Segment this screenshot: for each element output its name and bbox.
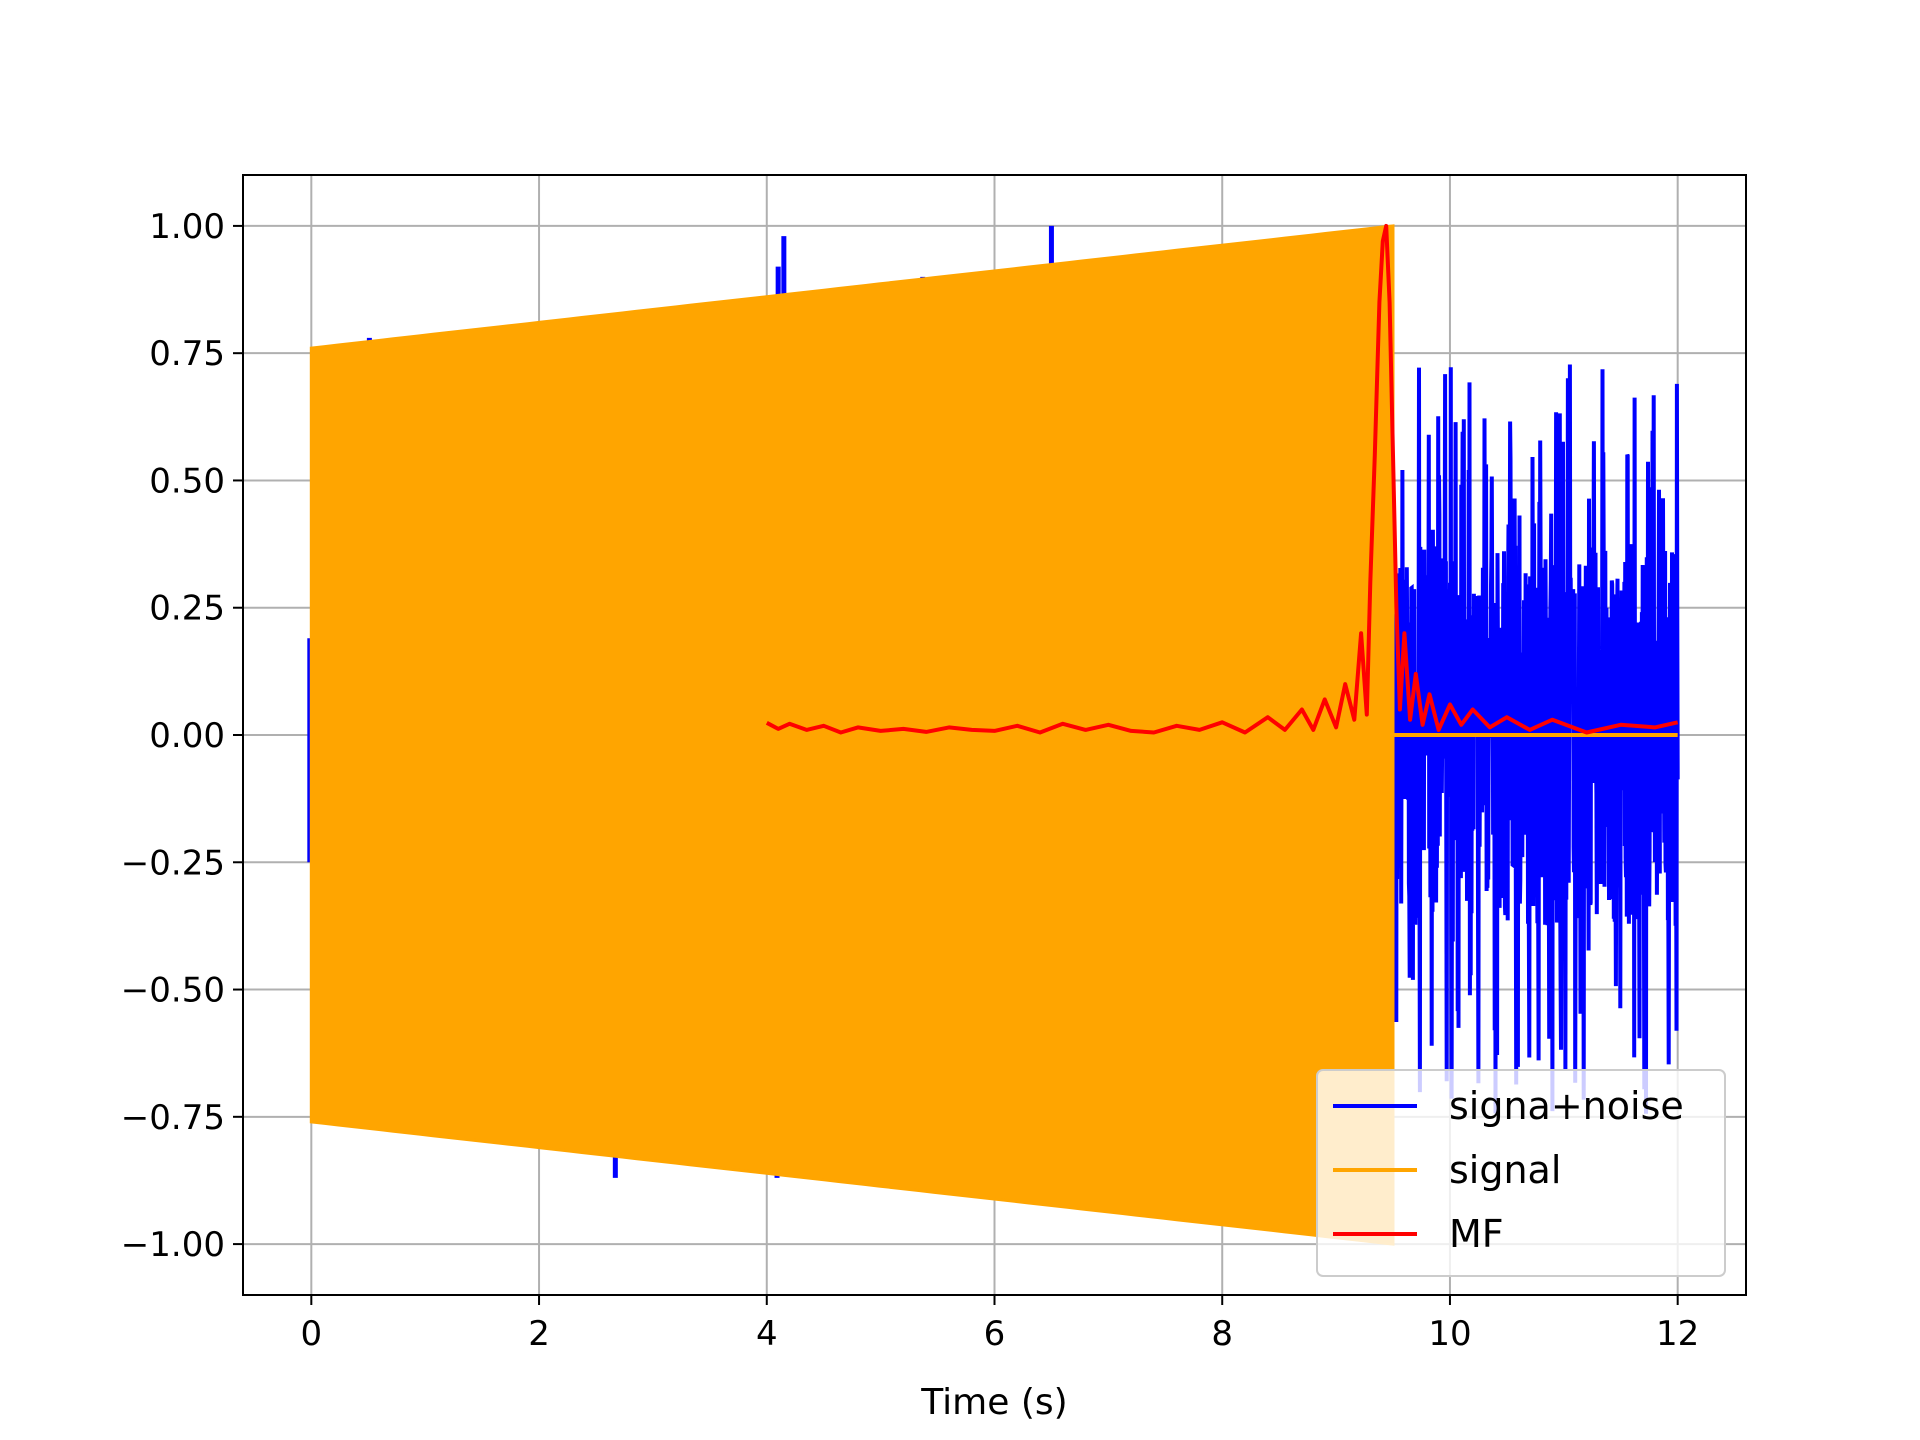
y-tick-label: −0.50 bbox=[121, 971, 225, 1011]
legend-label: MF bbox=[1449, 1212, 1504, 1256]
legend-box bbox=[1316, 1069, 1726, 1277]
x-tick-label: 12 bbox=[1656, 1314, 1699, 1354]
y-tick-label: 0.75 bbox=[149, 334, 225, 374]
y-tick-label: −0.25 bbox=[121, 843, 225, 883]
legend-label: signa+noise bbox=[1449, 1084, 1684, 1128]
y-tick-label: 0.00 bbox=[149, 716, 225, 756]
x-tick-label: 6 bbox=[984, 1314, 1006, 1354]
mf-line bbox=[765, 223, 1679, 735]
legend: signa+noise signal MF bbox=[1316, 1069, 1726, 1277]
y-tick-label: −1.00 bbox=[121, 1225, 225, 1265]
signal-envelope bbox=[309, 224, 1395, 1246]
x-tick-label: 0 bbox=[300, 1314, 322, 1354]
x-tick-label: 8 bbox=[1211, 1314, 1233, 1354]
y-axis: 1.00 0.75 0.50 0.25 0.00 −0.25 −0.50 −0.75 −1.00 bbox=[121, 207, 243, 1265]
data-layer bbox=[307, 223, 1680, 1246]
x-tick-label: 2 bbox=[528, 1314, 550, 1354]
signal-noise-line bbox=[1391, 364, 1680, 1114]
y-tick-label: 0.50 bbox=[149, 461, 225, 501]
x-axis-label: Time (s) bbox=[920, 1382, 1067, 1423]
x-tick-label: 4 bbox=[756, 1314, 778, 1354]
y-tick-label: −0.75 bbox=[121, 1098, 225, 1138]
x-axis: 0 2 4 6 8 10 12 bbox=[300, 1295, 1699, 1354]
x-tick-label: 10 bbox=[1428, 1314, 1471, 1354]
y-tick-label: 0.25 bbox=[149, 589, 225, 629]
legend-label: signal bbox=[1449, 1148, 1561, 1192]
y-tick-label: 1.00 bbox=[149, 207, 225, 247]
